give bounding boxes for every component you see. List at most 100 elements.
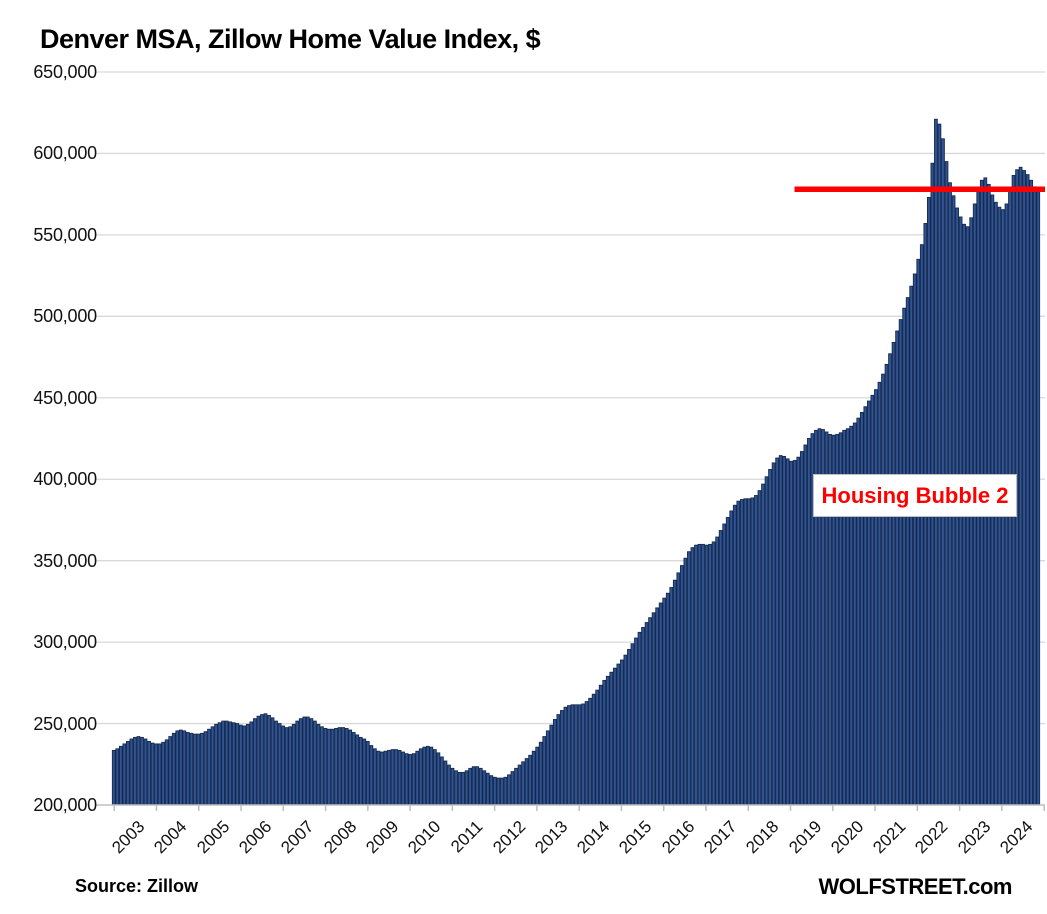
bar (217, 722, 222, 806)
bar-series (111, 118, 1041, 806)
bar (111, 749, 116, 806)
bar (401, 751, 405, 806)
bar (263, 713, 268, 806)
bar (799, 451, 804, 806)
bar (122, 743, 127, 806)
bar (242, 725, 247, 806)
bar (877, 381, 882, 806)
bar (905, 297, 910, 806)
bar (884, 363, 889, 806)
bar (672, 579, 677, 806)
bar (327, 728, 331, 806)
bar (193, 733, 197, 806)
bar (482, 770, 487, 806)
bar (891, 341, 896, 806)
bar (235, 723, 240, 806)
wolfstreet-branding: WOLFSTREET.com (818, 874, 1013, 899)
bar (750, 497, 755, 806)
bar (736, 500, 741, 806)
bar (711, 541, 716, 806)
bar (313, 720, 317, 806)
bar (669, 587, 674, 806)
bar (785, 458, 790, 806)
bar (425, 745, 430, 806)
bar (429, 746, 434, 806)
bar (715, 536, 720, 806)
bar (249, 721, 254, 806)
source-note: Source: Zillow (75, 876, 199, 896)
bar (1018, 166, 1023, 806)
bar (531, 750, 536, 806)
bar (157, 743, 162, 806)
bar (344, 727, 349, 806)
bar (196, 733, 201, 806)
bar (387, 749, 391, 806)
bar (612, 667, 617, 806)
bar (1029, 179, 1034, 806)
bar (867, 400, 871, 806)
bar (447, 764, 451, 806)
bar (231, 722, 236, 806)
bar (129, 738, 134, 806)
bar (305, 716, 310, 806)
bar (376, 750, 381, 806)
bar (792, 460, 797, 806)
bar (676, 572, 681, 806)
bar (747, 498, 751, 806)
bar (245, 723, 250, 806)
bar (471, 766, 476, 806)
bar (355, 734, 360, 806)
bar (337, 727, 342, 806)
bar (694, 544, 698, 806)
bar (362, 738, 367, 806)
bar (771, 462, 776, 806)
bar (408, 754, 413, 806)
bar (881, 373, 885, 806)
bar (443, 760, 448, 806)
bar (535, 746, 540, 806)
bar (140, 736, 144, 806)
bar (644, 622, 649, 806)
bar (556, 714, 561, 806)
bar (708, 543, 712, 806)
y-tick-label: 600,000 (33, 143, 97, 164)
bar (764, 476, 769, 806)
bar (888, 353, 892, 806)
bar (605, 675, 610, 806)
bar (351, 732, 356, 806)
bar (524, 758, 529, 806)
bar (404, 753, 409, 806)
bar (440, 756, 444, 806)
bar (316, 723, 321, 806)
bar (782, 455, 787, 806)
bar (648, 617, 652, 806)
y-tick-label: 650,000 (33, 62, 97, 82)
bar (228, 721, 233, 806)
bar (302, 716, 307, 806)
bar (221, 720, 226, 806)
bar (330, 728, 335, 806)
bar (591, 693, 596, 806)
bar (757, 490, 762, 806)
bar (475, 766, 480, 806)
bar (323, 727, 328, 806)
bar (365, 741, 370, 806)
bar (528, 754, 532, 806)
bar (941, 138, 945, 806)
bar (655, 607, 660, 806)
bar (422, 746, 427, 806)
y-tick-label: 350,000 (33, 550, 97, 571)
bar (1025, 174, 1030, 806)
bar (743, 498, 748, 806)
bar (397, 749, 402, 806)
bar (937, 123, 942, 806)
bar (934, 118, 938, 806)
bar (492, 776, 497, 806)
bar (464, 770, 469, 806)
bar (454, 770, 458, 806)
bar (1036, 188, 1041, 806)
bar (298, 718, 303, 806)
bar (679, 565, 684, 806)
bar (161, 741, 166, 806)
bar (542, 736, 547, 806)
